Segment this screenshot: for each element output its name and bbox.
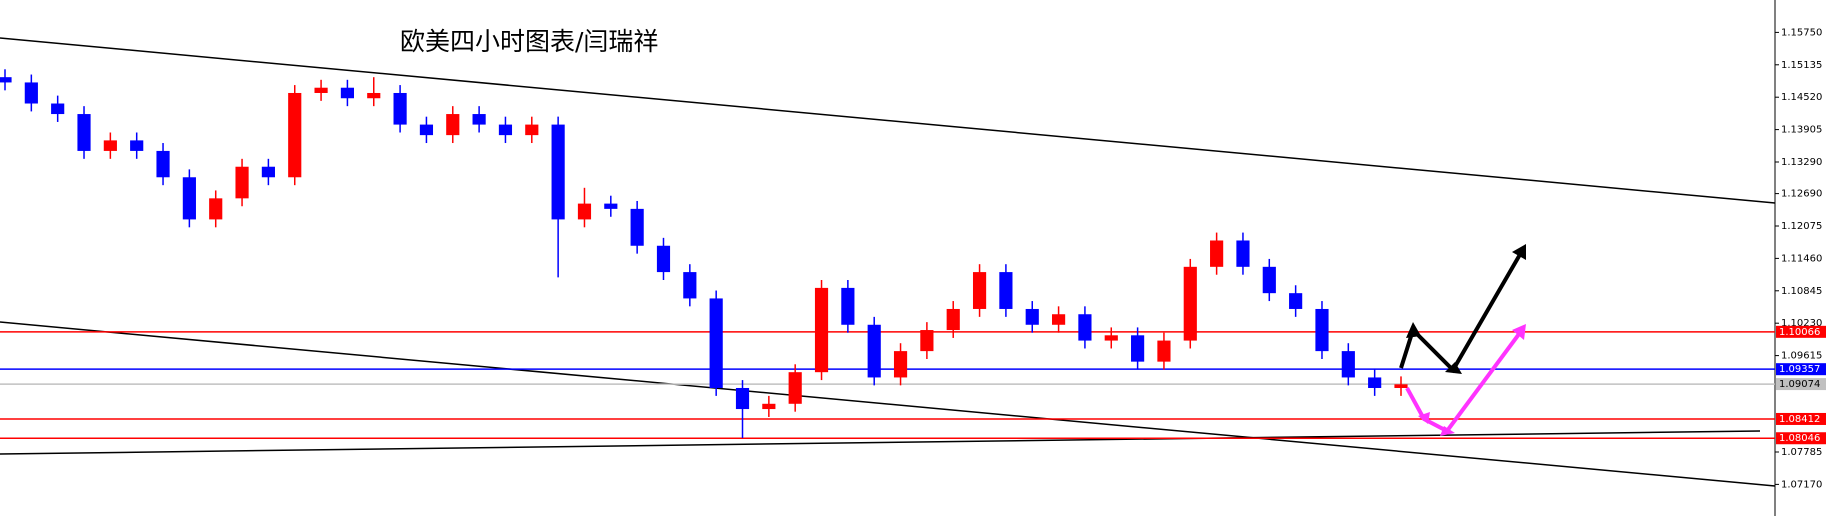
candle-body	[209, 198, 223, 220]
candle-body	[1157, 340, 1171, 362]
level-label: 1.08046	[1779, 433, 1820, 444]
y-tick-label: 1.13290	[1781, 157, 1822, 168]
candle-body	[156, 150, 170, 178]
level-label-box	[1776, 363, 1826, 376]
candle-body	[498, 124, 513, 136]
candle-body	[182, 177, 196, 220]
candle-body	[1341, 351, 1355, 378]
candle-body	[577, 203, 592, 220]
candle-body	[0, 77, 12, 83]
candle-body	[683, 272, 697, 299]
y-tick-label: 1.07170	[1781, 479, 1822, 490]
level-label-box	[1776, 432, 1826, 445]
candle-body	[972, 272, 987, 309]
y-tick-label: 1.07785	[1781, 447, 1822, 458]
candle-body	[51, 103, 65, 115]
candle-body	[472, 114, 486, 125]
candle-body	[419, 124, 434, 136]
black-path	[1399, 249, 1524, 374]
trend-line	[0, 321, 1776, 487]
candle-body	[1078, 314, 1092, 341]
level-label: 1.09074	[1779, 379, 1820, 390]
candle-body	[1289, 293, 1303, 309]
candle-body	[604, 203, 618, 209]
candle-body	[261, 166, 275, 178]
candle-body	[103, 140, 117, 151]
candle-body	[551, 124, 565, 220]
y-tick-label: 1.10845	[1781, 286, 1822, 297]
arrow-head	[1418, 412, 1430, 424]
y-tick-label: 1.13905	[1781, 125, 1822, 136]
magenta-path	[1405, 328, 1524, 434]
candle-body	[735, 387, 750, 410]
candle-body	[841, 287, 855, 325]
candle-body	[525, 124, 539, 136]
level-label: 1.09357	[1779, 364, 1820, 375]
arrow-head	[1512, 244, 1526, 260]
candle-body	[709, 298, 723, 388]
level-label-box	[1776, 325, 1826, 338]
candle-body	[1315, 308, 1329, 352]
arrow-head	[1445, 362, 1462, 374]
candle-body	[1262, 266, 1276, 294]
candle-body	[288, 92, 302, 178]
trend-line	[0, 430, 1761, 455]
trend-line	[0, 37, 1776, 204]
arrow-head	[1512, 324, 1526, 340]
candle-body	[446, 114, 460, 136]
candle-body	[1210, 240, 1224, 267]
candle-body	[1368, 377, 1382, 388]
candle-body	[340, 87, 354, 99]
candle-body	[1183, 266, 1197, 341]
candle-body	[920, 330, 934, 352]
level-label-box	[1776, 378, 1826, 391]
level-label: 1.08412	[1779, 414, 1820, 425]
candle-body	[1394, 384, 1408, 388]
y-tick-label: 1.09615	[1781, 351, 1822, 362]
candle-body	[999, 272, 1013, 309]
level-label: 1.10066	[1779, 327, 1820, 338]
candle-body	[630, 208, 644, 246]
candle-body	[1104, 335, 1118, 341]
y-tick-label: 1.15135	[1781, 60, 1822, 71]
y-tick-label: 1.14520	[1781, 92, 1822, 103]
candle-body	[762, 403, 776, 410]
candle-body	[1052, 314, 1066, 325]
candle-body	[1025, 308, 1039, 325]
forecast-arrows	[1399, 244, 1526, 436]
candle-body	[946, 308, 960, 331]
y-tick-label: 1.15750	[1781, 27, 1822, 38]
arrow-head	[1440, 426, 1455, 436]
y-tick-label: 1.10230	[1781, 318, 1822, 329]
candle-body	[77, 114, 91, 151]
y-tick-label: 1.12690	[1781, 189, 1822, 200]
candle-body	[656, 245, 671, 273]
candle-body	[393, 92, 407, 125]
candle-body	[867, 324, 881, 378]
chart-title: 欧美四小时图表/闫瑞祥	[400, 27, 658, 56]
candle-body	[235, 166, 249, 199]
candle-body	[24, 82, 38, 104]
candle-body	[314, 87, 328, 93]
y-tick-label: 1.12075	[1781, 221, 1822, 232]
candle-body	[130, 140, 144, 151]
candle-body	[814, 287, 829, 373]
candle-body	[1131, 335, 1145, 362]
candle-body	[893, 351, 908, 378]
y-tick-label: 1.11460	[1781, 253, 1822, 264]
candle-body	[367, 92, 381, 99]
level-label-box	[1776, 412, 1826, 425]
candle-body	[1236, 240, 1250, 267]
arrow-head	[1406, 322, 1421, 338]
candle-body	[788, 372, 802, 404]
